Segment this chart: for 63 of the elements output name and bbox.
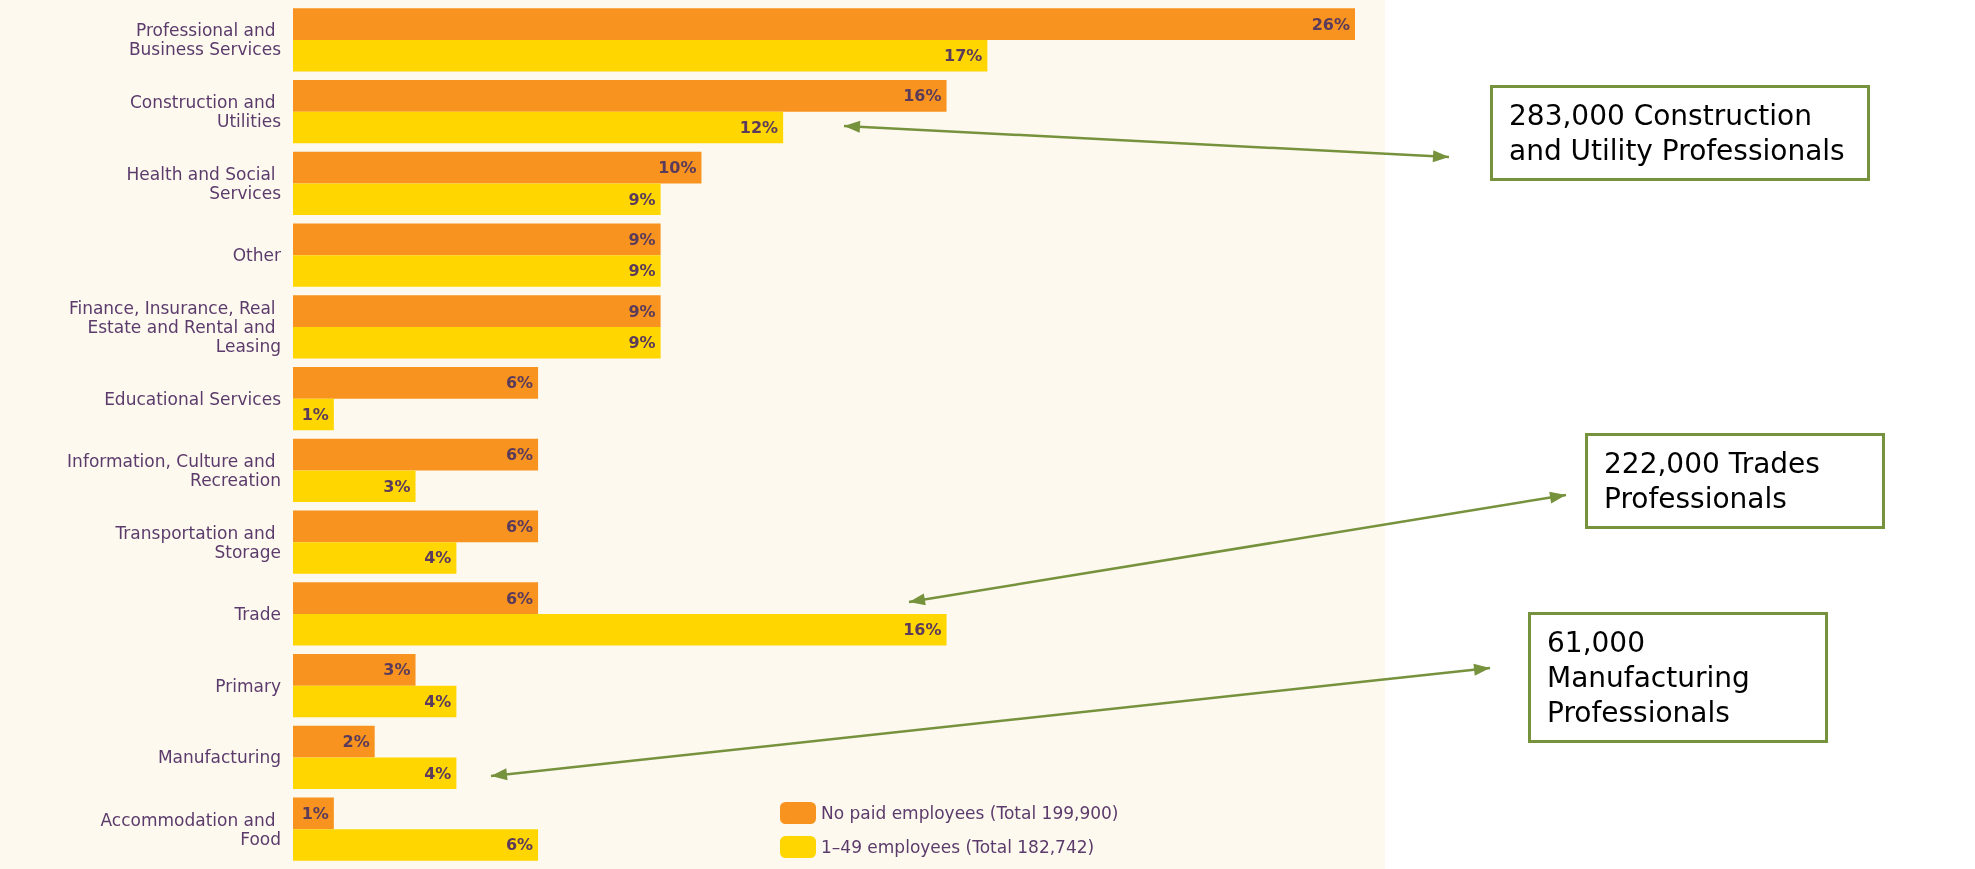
y-tick-label: Finance, Insurance, Real Estate and Rental and Leasing <box>68 297 281 356</box>
y-tick-label: Other <box>232 245 281 266</box>
data-label: 1% <box>301 404 329 424</box>
bar <box>293 613 947 646</box>
data-label: 17% <box>944 46 983 66</box>
bar <box>293 8 1355 40</box>
bar <box>293 111 784 144</box>
data-label: 6% <box>505 516 534 536</box>
text: 61,000 Manufacturing Professionals <box>1528 612 1828 743</box>
bar <box>293 542 457 574</box>
bar <box>293 183 661 215</box>
y-tick-label: Construction and Utilities <box>129 92 282 132</box>
data-label: 4% <box>424 691 452 711</box>
data-label: 6% <box>505 445 534 465</box>
y-tick-label: Primary <box>215 675 281 696</box>
bar <box>293 80 947 112</box>
data-label: 3% <box>383 660 411 680</box>
y-tick-label: Information, Culture and Recreation <box>67 450 281 490</box>
data-label: 9% <box>628 189 656 209</box>
y-tick-label: Health and Social Services <box>126 163 282 203</box>
bar <box>293 510 539 543</box>
text: 222,000 Trades Professionals <box>1585 433 1885 529</box>
bar <box>293 470 416 502</box>
data-label: 3% <box>383 476 411 496</box>
data-label: 9% <box>628 261 656 281</box>
legend-label: 1–49 employees (Total 182,742) <box>821 837 1095 857</box>
bar <box>293 151 702 184</box>
data-label: 9% <box>628 333 656 353</box>
data-label: 16% <box>903 86 942 106</box>
y-tick-label: Professional and Business Services <box>128 20 282 60</box>
data-label: 9% <box>628 229 656 249</box>
y-tick-label: Transportation and Storage <box>114 522 281 562</box>
bar <box>293 725 375 758</box>
data-label: 12% <box>739 117 779 137</box>
data-label: 6% <box>505 835 534 855</box>
bar <box>293 223 661 256</box>
y-tick-label: Manufacturing <box>157 747 281 768</box>
bar <box>293 255 661 287</box>
y-tick-label: Educational Services <box>104 388 282 409</box>
text: 283,000 Construction and Utility Professionals <box>1490 85 1870 181</box>
bar <box>293 582 539 614</box>
legend-label: No paid employees (Total 199,900) <box>821 803 1119 823</box>
bar <box>293 829 539 861</box>
data-label: 10% <box>658 158 697 178</box>
bar <box>293 757 457 789</box>
data-label: 4% <box>424 548 452 568</box>
y-tick-label: Trade <box>233 603 281 624</box>
data-label: 2% <box>342 732 370 752</box>
y-tick-label: Accommodation and Food <box>100 809 281 849</box>
data-label: 9% <box>628 301 656 321</box>
data-label: 1% <box>301 803 329 823</box>
data-label: 6% <box>505 373 534 393</box>
bar <box>293 39 988 72</box>
data-label: 4% <box>424 763 452 783</box>
data-label: 26% <box>1311 14 1350 34</box>
bar <box>293 367 539 399</box>
data-label: 6% <box>505 588 534 608</box>
bar <box>293 685 457 718</box>
bar <box>293 326 661 359</box>
bar <box>293 295 661 327</box>
bar <box>293 438 539 471</box>
bar <box>293 654 416 686</box>
data-label: 16% <box>903 620 942 640</box>
